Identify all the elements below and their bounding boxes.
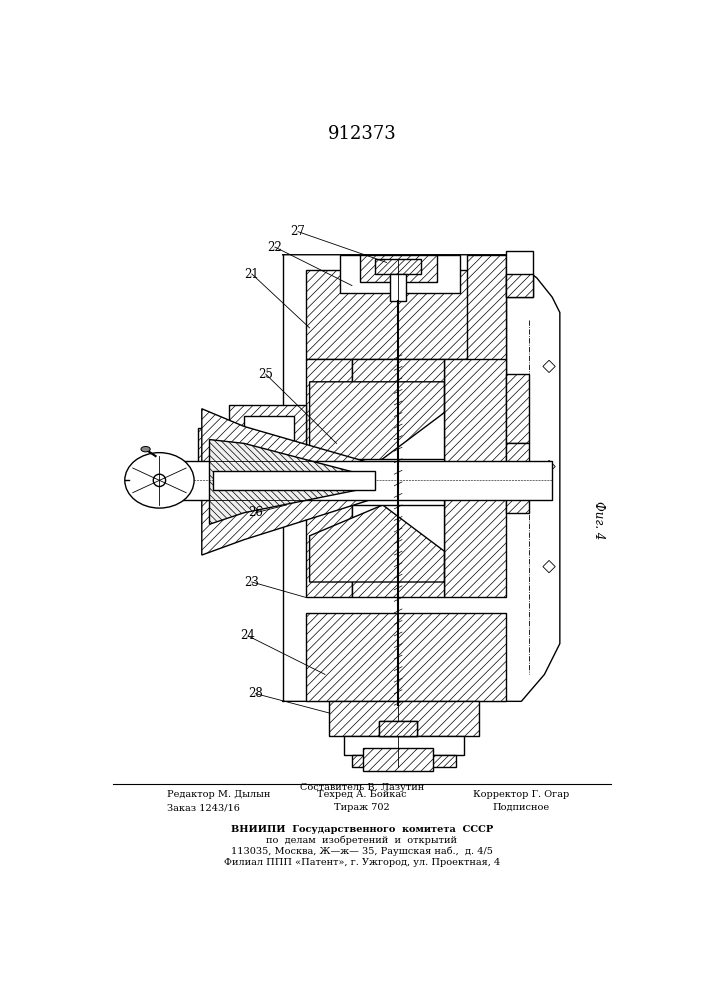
Polygon shape <box>198 428 233 490</box>
Bar <box>379 721 417 736</box>
Text: 25: 25 <box>258 368 273 381</box>
Polygon shape <box>310 505 444 582</box>
Polygon shape <box>244 459 294 470</box>
Bar <box>340 255 460 293</box>
Polygon shape <box>305 359 352 597</box>
Polygon shape <box>379 721 417 736</box>
Text: Филиал ППП «Патент», г. Ужгород, ул. Проектная, 4: Филиал ППП «Патент», г. Ужгород, ул. Про… <box>224 858 500 867</box>
Polygon shape <box>209 440 368 524</box>
Ellipse shape <box>141 446 150 452</box>
Polygon shape <box>360 255 437 282</box>
Text: 22: 22 <box>267 241 282 254</box>
Text: Тираж 702: Тираж 702 <box>334 803 390 812</box>
Text: 113035, Москва, Ж—ж— 35, Раушская наб.,  д. 4/5: 113035, Москва, Ж—ж— 35, Раушская наб., … <box>231 847 493 856</box>
Bar <box>344 736 464 755</box>
Polygon shape <box>329 701 479 736</box>
Text: 912373: 912373 <box>327 125 397 143</box>
Text: Фиг. 4: Фиг. 4 <box>592 501 605 540</box>
Polygon shape <box>305 270 506 359</box>
Text: по  делам  изобретений  и  открытий: по делам изобретений и открытий <box>267 836 457 845</box>
Text: 26: 26 <box>248 506 263 519</box>
Ellipse shape <box>125 453 194 508</box>
Text: 24: 24 <box>240 629 255 642</box>
Polygon shape <box>201 409 390 555</box>
Polygon shape <box>467 255 506 405</box>
Polygon shape <box>375 259 421 274</box>
Text: ВНИИПИ  Государственного  комитета  СССР: ВНИИПИ Государственного комитета СССР <box>230 825 493 834</box>
Text: Заказ 1243/16: Заказ 1243/16 <box>167 803 240 812</box>
Polygon shape <box>363 748 433 771</box>
Text: Корректор Г. Огар: Корректор Г. Огар <box>473 790 569 799</box>
Polygon shape <box>352 570 444 597</box>
Text: Редактор М. Дылын: Редактор М. Дылын <box>167 790 271 799</box>
Polygon shape <box>244 447 294 459</box>
Text: 28: 28 <box>248 687 263 700</box>
Polygon shape <box>310 382 444 490</box>
Circle shape <box>153 474 165 487</box>
Text: Подписное: Подписное <box>493 803 550 812</box>
Polygon shape <box>229 405 305 482</box>
Polygon shape <box>506 443 529 513</box>
Bar <box>310 459 444 505</box>
Text: 23: 23 <box>245 576 259 588</box>
Polygon shape <box>506 274 533 297</box>
Polygon shape <box>305 613 506 701</box>
Polygon shape <box>352 755 456 767</box>
Bar <box>506 251 533 297</box>
Polygon shape <box>444 359 506 597</box>
Bar <box>244 416 294 470</box>
Polygon shape <box>352 359 444 386</box>
Bar <box>209 436 225 482</box>
Text: Составитель В. Лазутин: Составитель В. Лазутин <box>300 783 424 792</box>
Bar <box>352 386 444 570</box>
Polygon shape <box>506 374 529 443</box>
Bar <box>390 274 406 301</box>
Text: 21: 21 <box>245 267 259 280</box>
Bar <box>167 461 552 500</box>
Text: Техред А. Бойкас: Техред А. Бойкас <box>317 790 407 799</box>
Text: 27: 27 <box>291 225 305 238</box>
Bar <box>214 471 375 490</box>
